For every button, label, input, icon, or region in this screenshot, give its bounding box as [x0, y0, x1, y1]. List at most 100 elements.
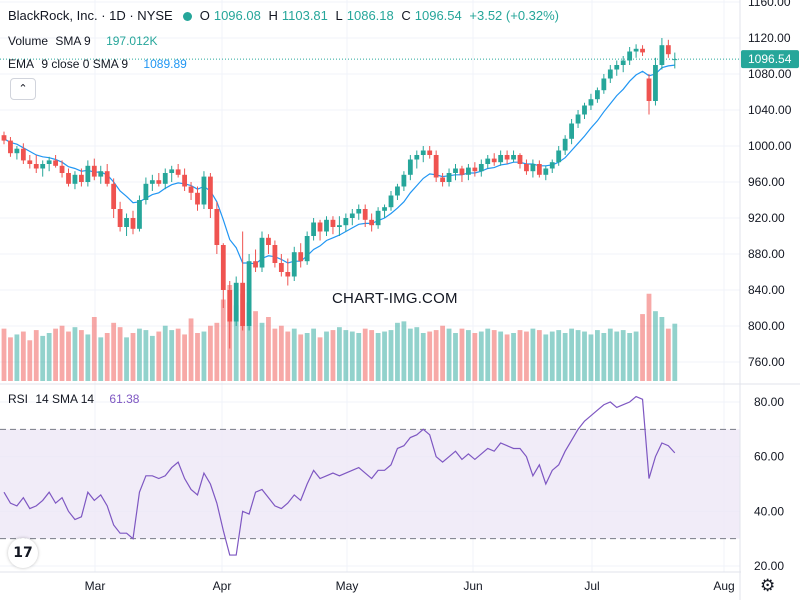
- candle: [401, 171, 407, 191]
- volume-bar: [524, 331, 529, 381]
- candle-body: [79, 174, 84, 182]
- volume-bar: [246, 302, 252, 381]
- candle: [369, 213, 375, 232]
- candle-body: [665, 45, 671, 55]
- candle: [607, 65, 613, 83]
- candle: [1, 131, 7, 145]
- candle: [117, 201, 123, 232]
- volume-bar: [446, 328, 452, 381]
- volume-legend[interactable]: Volume SMA 9 197.012K: [8, 34, 161, 48]
- tradingview-logo-icon[interactable]: 17: [8, 538, 38, 568]
- volume-bar: [440, 325, 445, 381]
- volume-bar: [53, 328, 58, 381]
- ohlc-open-label: O: [199, 8, 210, 23]
- volume-bar: [356, 333, 362, 381]
- candle-body: [627, 51, 633, 61]
- candle: [414, 150, 420, 169]
- candle: [453, 164, 458, 181]
- candle: [72, 171, 78, 190]
- candle-body: [388, 195, 394, 208]
- candle-body: [104, 171, 110, 184]
- candle: [659, 38, 665, 70]
- chevron-up-icon: ⌃: [18, 83, 28, 95]
- candle-body: [14, 148, 20, 154]
- volume-bar: [640, 314, 645, 381]
- volume-bar: [459, 328, 465, 381]
- volume-bar: [556, 330, 562, 381]
- candle: [627, 47, 633, 65]
- volume-bar: [349, 331, 355, 381]
- candle-body: [124, 218, 129, 227]
- ema-legend[interactable]: EMA 9 close 0 SMA 9 1089.89: [8, 57, 191, 71]
- rsi-tick-label: 20.00: [754, 559, 784, 573]
- volume-bar: [646, 293, 652, 381]
- candle-body: [633, 48, 639, 52]
- candle: [233, 276, 239, 326]
- volume-bar: [665, 328, 671, 381]
- volume-bar: [59, 325, 65, 381]
- candle: [491, 153, 497, 166]
- volume-bar: [169, 330, 175, 381]
- candle-body: [156, 180, 162, 184]
- volume-bar: [466, 330, 471, 381]
- candle-body: [46, 160, 52, 164]
- candle-body: [33, 164, 39, 169]
- candle-body: [330, 219, 336, 227]
- candle-body: [343, 218, 349, 226]
- candle-body: [504, 155, 510, 160]
- volume-bar: [620, 330, 626, 381]
- volume-bar: [214, 322, 220, 381]
- candles: [1, 38, 678, 349]
- volume-bar: [291, 328, 297, 381]
- volume-bar: [407, 328, 413, 381]
- candle-body: [420, 150, 426, 155]
- candle-body: [588, 99, 594, 106]
- candle: [653, 57, 658, 106]
- candle: [575, 110, 581, 128]
- candle-body: [582, 105, 587, 115]
- collapse-legend-button[interactable]: ⌃: [10, 78, 36, 100]
- candle-body: [272, 245, 278, 263]
- candle: [362, 204, 368, 227]
- candle-body: [446, 173, 452, 182]
- ohlc-open: 1096.08: [213, 8, 261, 23]
- candle-body: [98, 171, 104, 177]
- candle: [317, 219, 323, 241]
- volume-bar: [8, 337, 13, 381]
- candle-body: [72, 174, 78, 184]
- candle-body: [382, 207, 387, 211]
- candle: [278, 254, 284, 277]
- volume-bar: [162, 325, 168, 381]
- gear-icon[interactable]: ⚙: [760, 576, 776, 596]
- volume-bar: [382, 331, 387, 381]
- candle: [8, 137, 13, 157]
- candle: [330, 216, 336, 235]
- symbol-legend: BlackRock, Inc. · 1D · NYSE O 1096.08 H 110…: [8, 8, 563, 23]
- candle: [143, 177, 149, 205]
- volume-bar: [201, 331, 207, 381]
- candle: [388, 191, 394, 211]
- ohlc-high: 1103.81: [281, 8, 328, 23]
- time-axis[interactable]: Mar Apr May Jun Jul Aug: [85, 579, 735, 593]
- candle-body: [556, 150, 562, 163]
- candle-body: [278, 263, 284, 272]
- candle: [111, 178, 117, 218]
- volume-bar: [117, 327, 123, 381]
- ohlc-low: 1086.18: [346, 8, 394, 23]
- candle: [536, 160, 542, 178]
- candle-body: [130, 218, 136, 229]
- time-tick-label: Mar: [85, 579, 106, 593]
- candle-body: [459, 168, 465, 175]
- rsi-legend[interactable]: RSI 14 SMA 14 61.38: [8, 392, 143, 406]
- volume-bar: [259, 322, 265, 381]
- candle: [59, 160, 65, 178]
- candle: [20, 143, 26, 164]
- candle: [601, 74, 607, 94]
- volume-bar: [588, 334, 594, 381]
- candle: [214, 201, 220, 254]
- symbol-title[interactable]: BlackRock, Inc. · 1D · NYSE: [8, 8, 173, 23]
- candle-body: [407, 159, 413, 175]
- volume-bar: [388, 330, 394, 381]
